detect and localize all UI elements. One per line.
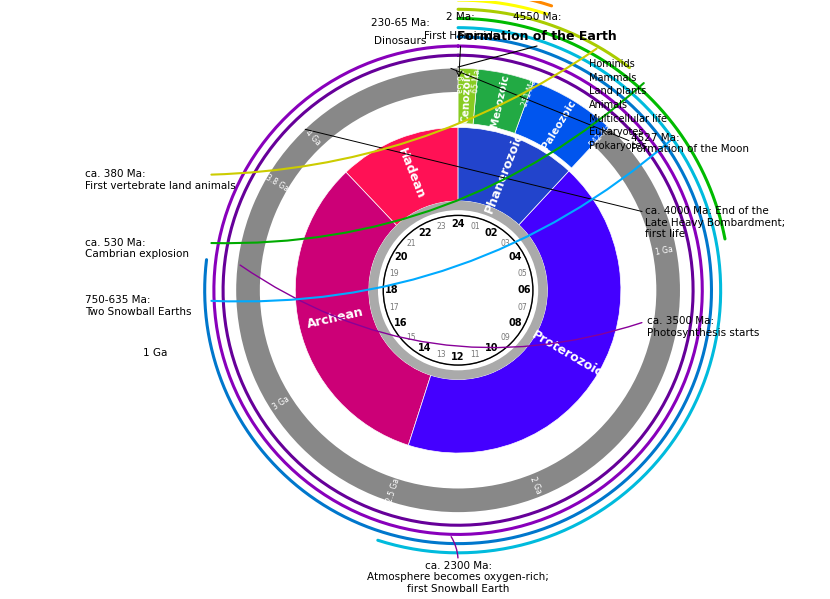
Text: 251 Ma: 251 Ma	[520, 78, 539, 107]
Text: 04: 04	[509, 252, 522, 262]
Text: 03: 03	[500, 239, 510, 248]
Text: 05: 05	[517, 268, 527, 277]
Text: 1 Ga: 1 Ga	[143, 348, 168, 358]
Text: Paleozoic: Paleozoic	[540, 98, 578, 151]
Text: 3 Ga: 3 Ga	[271, 395, 291, 412]
Text: 13: 13	[436, 350, 446, 359]
Text: 4.6 Ga: 4.6 Ga	[453, 68, 462, 93]
Text: 21: 21	[407, 239, 416, 248]
Text: 22: 22	[418, 228, 432, 238]
Text: 542 Ma: 542 Ma	[588, 123, 614, 150]
Text: ca. 530 Ma:
Cambrian explosion: ca. 530 Ma: Cambrian explosion	[85, 238, 189, 259]
Text: 1 Ga: 1 Ga	[655, 244, 674, 257]
Text: 3.8 Ga: 3.8 Ga	[264, 173, 290, 193]
Text: 2 Ma:: 2 Ma:	[447, 13, 475, 22]
Text: 230-65 Ma:: 230-65 Ma:	[371, 17, 430, 28]
Text: Prokaryotes: Prokaryotes	[589, 141, 647, 151]
Wedge shape	[515, 81, 609, 168]
Wedge shape	[369, 201, 547, 380]
Text: 10: 10	[485, 343, 498, 353]
Text: First Hominids: First Hominids	[423, 31, 498, 41]
Text: Formation of the Earth: Formation of the Earth	[457, 31, 617, 43]
Text: 18: 18	[385, 285, 398, 295]
Text: Animals: Animals	[589, 100, 628, 110]
Text: 2.5 Ga: 2.5 Ga	[386, 477, 402, 504]
Text: ca. 4000 Ma: End of the
Late Heavy Bombardment;
first life: ca. 4000 Ma: End of the Late Heavy Bomba…	[645, 206, 785, 240]
Text: Hominids: Hominids	[589, 59, 635, 69]
Text: 16: 16	[393, 319, 408, 328]
Wedge shape	[458, 68, 478, 124]
Text: Multicellular life: Multicellular life	[589, 114, 667, 124]
Text: Land plants: Land plants	[589, 86, 647, 96]
Text: Archean: Archean	[305, 305, 365, 331]
Text: 14: 14	[418, 343, 432, 353]
Text: 09: 09	[500, 332, 510, 341]
Wedge shape	[237, 68, 680, 512]
Text: Mesozoic: Mesozoic	[490, 73, 511, 128]
Text: Eukaryotes: Eukaryotes	[589, 128, 644, 137]
Text: Dinosaurs: Dinosaurs	[374, 36, 427, 46]
Text: 24: 24	[452, 219, 465, 229]
Text: 17: 17	[389, 303, 398, 312]
Text: Mammals: Mammals	[589, 73, 637, 83]
Text: 02: 02	[485, 228, 498, 238]
Text: 15: 15	[407, 332, 416, 341]
Wedge shape	[295, 172, 431, 445]
Wedge shape	[458, 128, 569, 225]
Text: 4550 Ma:: 4550 Ma:	[513, 13, 561, 22]
Text: 06: 06	[518, 285, 531, 295]
Text: Cenozoic: Cenozoic	[461, 69, 473, 123]
Text: Proterozoic: Proterozoic	[529, 328, 605, 380]
Text: Phanerozoic: Phanerozoic	[482, 131, 526, 215]
Text: ca. 380 Ma:
First vertebrate land animals: ca. 380 Ma: First vertebrate land animal…	[85, 170, 236, 191]
Text: 750-635 Ma:
Two Snowball Earths: 750-635 Ma: Two Snowball Earths	[85, 295, 192, 317]
Text: 4527 Ma:
Formation of the Moon: 4527 Ma: Formation of the Moon	[632, 133, 749, 155]
Text: 08: 08	[509, 319, 522, 328]
Text: 07: 07	[517, 303, 527, 312]
Text: 19: 19	[389, 268, 398, 277]
Circle shape	[383, 216, 533, 365]
Text: ca. 2300 Ma:
Atmosphere becomes oxygen-rich;
first Snowball Earth: ca. 2300 Ma: Atmosphere becomes oxygen-r…	[367, 561, 549, 594]
Text: 2 Ga: 2 Ga	[529, 476, 544, 495]
Text: 11: 11	[471, 350, 480, 359]
Text: 20: 20	[393, 252, 408, 262]
Text: 01: 01	[471, 222, 480, 231]
Text: ca. 3500 Ma:
Photosynthesis starts: ca. 3500 Ma: Photosynthesis starts	[647, 316, 759, 338]
Text: 4 Ga: 4 Ga	[304, 128, 323, 147]
Wedge shape	[408, 171, 621, 453]
Text: 65 Ma: 65 Ma	[471, 69, 482, 93]
Text: Hadean: Hadean	[395, 146, 427, 201]
Text: 23: 23	[436, 222, 446, 231]
Text: 12: 12	[452, 352, 465, 362]
Wedge shape	[346, 128, 458, 225]
Wedge shape	[473, 69, 534, 134]
